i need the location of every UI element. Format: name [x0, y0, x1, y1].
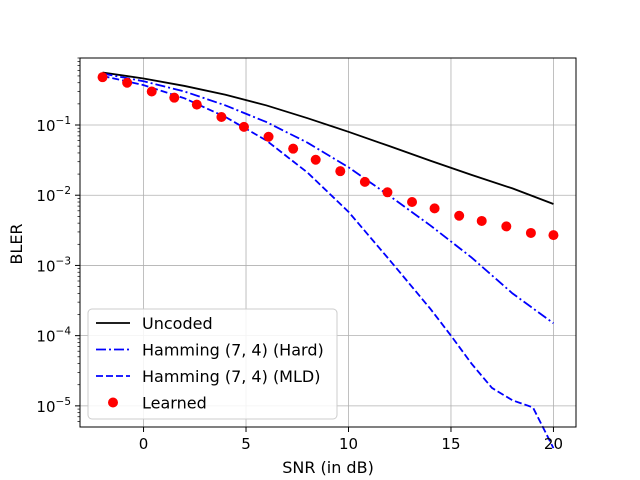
learned-point [407, 197, 418, 208]
plot-frame [79, 57, 577, 428]
learned-point [216, 112, 227, 123]
learned-point [288, 143, 299, 154]
legend-marker [108, 397, 118, 408]
series-line-0 [102, 71, 554, 205]
y-axis: 10−510−410−310−210−1 [36, 57, 80, 422]
learned-point [335, 166, 346, 177]
legend-label: Hamming (7, 4) (MLD) [142, 367, 320, 386]
legend-box [87, 308, 338, 420]
x-tick-label: 5 [241, 435, 251, 453]
y-tick-base: 10 [36, 328, 55, 346]
series-line-1 [102, 72, 554, 325]
y-tick-exponent: −1 [56, 115, 71, 127]
learned-point [191, 99, 202, 110]
learned-point [429, 203, 440, 214]
learned-point [476, 215, 487, 226]
learned-point [548, 230, 559, 241]
learned-point [310, 154, 321, 165]
legend-label: Uncoded [142, 314, 213, 333]
learned-point [146, 86, 157, 97]
y-tick-base: 10 [36, 117, 55, 135]
x-tick-label: 0 [139, 435, 149, 453]
learned-point [454, 210, 465, 221]
learned-point [525, 227, 536, 238]
y-tick-exponent: −2 [56, 185, 71, 197]
y-tick-base: 10 [36, 187, 55, 205]
y-tick-base: 10 [36, 257, 55, 275]
series-markers [97, 72, 559, 241]
x-tick-label: 15 [441, 435, 460, 453]
learned-point [122, 77, 133, 88]
learned-point [238, 121, 249, 132]
y-tick-label: 10−4 [36, 326, 71, 346]
x-tick-label: 20 [544, 435, 563, 453]
legend: Uncoded Hamming (7, 4) (Hard) Hamming (7, … [87, 308, 338, 420]
y-tick-label: 10−5 [36, 396, 71, 416]
y-tick-label: 10−2 [36, 185, 71, 205]
learned-point [382, 187, 393, 198]
y-tick-exponent: −3 [56, 255, 71, 267]
x-axis-label: SNR (in dB) [282, 458, 374, 477]
learned-point [263, 131, 274, 142]
learned-point [169, 92, 180, 103]
y-axis-label: BLER [7, 223, 26, 264]
learned-point [359, 176, 370, 187]
y-tick-exponent: −4 [56, 326, 72, 338]
learned-point [501, 221, 512, 232]
y-tick-exponent: −5 [56, 396, 71, 408]
y-tick-label: 10−1 [36, 115, 71, 135]
legend-label: Hamming (7, 4) (Hard) [142, 341, 324, 360]
legend-label: Learned [142, 394, 207, 413]
x-tick-label: 10 [339, 435, 358, 453]
y-tick-label: 10−3 [36, 255, 71, 275]
learned-point [97, 72, 108, 83]
x-axis: 0 5 10 15 20 [139, 427, 563, 453]
y-tick-base: 10 [36, 398, 55, 416]
